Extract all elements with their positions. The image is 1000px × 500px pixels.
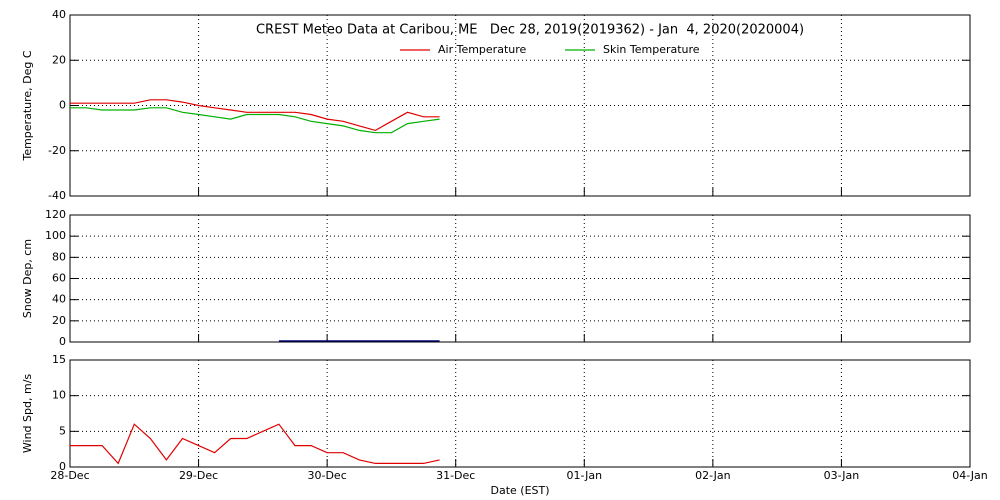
data-line: [70, 423, 440, 465]
y-tick-label: 5: [59, 424, 66, 437]
y-tick-label: 20: [52, 314, 66, 327]
y-tick-label: 60: [52, 272, 66, 285]
data-line: [70, 99, 440, 132]
x-tick-label: 03-Jan: [824, 469, 860, 482]
legend-label: Air Temperature: [438, 43, 527, 56]
y-tick-label: 20: [52, 53, 66, 66]
data-line: [70, 107, 440, 134]
x-tick-label: 02-Jan: [695, 469, 731, 482]
x-tick-label: 30-Dec: [308, 469, 347, 482]
y-tick-label: 10: [52, 389, 66, 402]
legend-label: Skin Temperature: [603, 43, 700, 56]
y-axis-label: Wind Spd, m/s: [21, 374, 34, 454]
chart-title: CREST Meteo Data at Caribou, ME Dec 28, …: [256, 23, 804, 38]
y-tick-label: 80: [52, 250, 66, 263]
y-tick-label: 40: [52, 293, 66, 306]
plot-frame: [69, 359, 971, 468]
y-axis-label: Temperature, Deg C: [21, 50, 34, 161]
plot-frame: [69, 14, 971, 197]
y-tick-label: 100: [45, 229, 66, 242]
y-tick-label: 0: [59, 99, 66, 112]
y-tick-label: -20: [48, 144, 66, 157]
y-tick-label: -40: [48, 189, 66, 202]
y-axis-label: Snow Dep, cm: [21, 239, 34, 318]
plot-frame: [69, 214, 971, 343]
y-tick-label: 40: [52, 8, 66, 21]
x-axis-label: Date (EST): [490, 484, 549, 497]
y-tick-label: 120: [45, 208, 66, 221]
y-tick-label: 0: [59, 460, 66, 473]
y-tick-label: 15: [52, 353, 66, 366]
x-tick-label: 28-Dec: [50, 469, 89, 482]
y-tick-label: 0: [59, 335, 66, 348]
x-tick-label: 01-Jan: [567, 469, 603, 482]
x-tick-label: 29-Dec: [179, 469, 218, 482]
x-tick-label: 04-Jan: [952, 469, 988, 482]
x-tick-label: 31-Dec: [436, 469, 475, 482]
